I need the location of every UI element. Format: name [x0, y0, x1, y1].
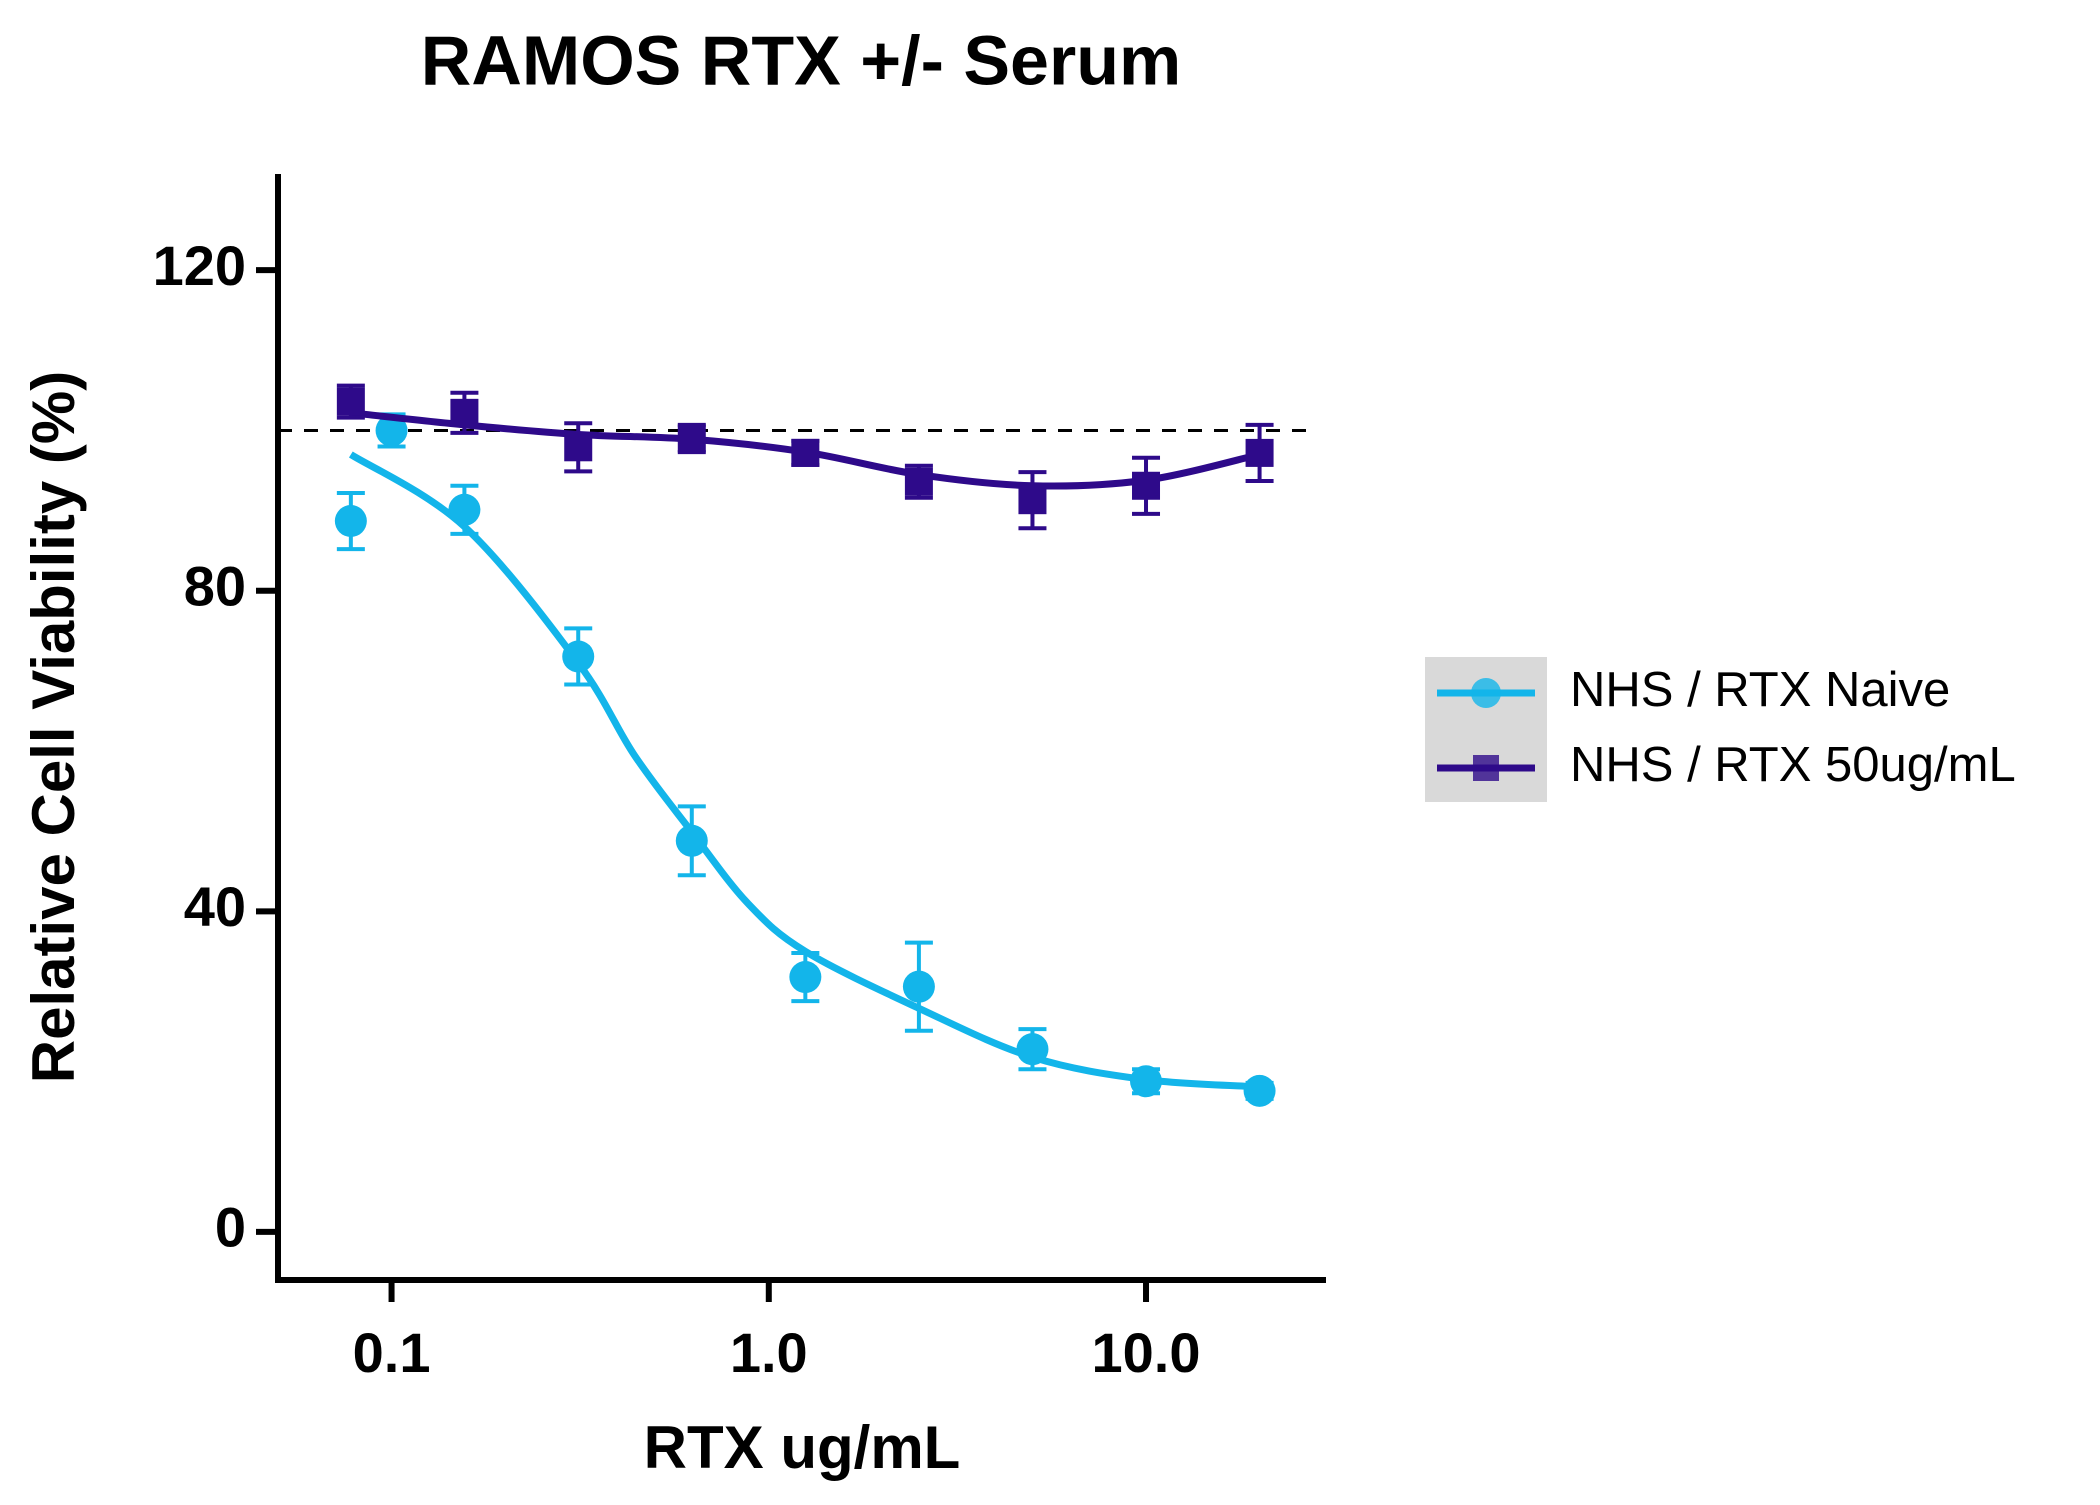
x-tick-label: 0.1: [353, 1321, 431, 1384]
data-point: [1016, 1033, 1049, 1066]
y-tick-label: 0: [215, 1196, 246, 1259]
data-point: [904, 467, 933, 496]
data-point: [564, 433, 593, 462]
chart-title: RAMOS RTX +/- Serum: [421, 21, 1181, 99]
data-point: [1243, 1074, 1276, 1107]
fit-curve: [348, 451, 1260, 1091]
data-point: [1245, 438, 1274, 467]
data-point: [902, 970, 935, 1003]
data-point: [375, 414, 408, 447]
data-point: [334, 505, 367, 538]
data-point: [450, 398, 479, 427]
x-axis-label: RTX ug/mL: [644, 1414, 961, 1481]
legend-label: NHS / RTX 50ug/mL: [1570, 738, 2016, 792]
data-point: [675, 824, 708, 857]
legend-marker: [1473, 755, 1499, 781]
data-point: [1130, 1065, 1163, 1098]
x-tick-label: 1.0: [730, 1321, 808, 1384]
y-axis-label: Relative Cell Viability (%): [20, 371, 87, 1083]
data-point: [562, 640, 595, 673]
data-point: [677, 424, 706, 453]
legend-label: NHS / RTX Naive: [1570, 663, 1950, 717]
data-point: [1018, 486, 1047, 515]
y-tick-label: 80: [184, 555, 246, 618]
data-point: [791, 438, 820, 467]
y-tick-label: 40: [184, 875, 246, 938]
legend-marker: [1471, 678, 1501, 708]
data-point: [1132, 471, 1161, 500]
y-tick-label: 120: [153, 234, 246, 297]
data-point: [448, 493, 481, 526]
x-tick-label: 10.0: [1092, 1321, 1201, 1384]
data-point: [789, 961, 822, 994]
data-point: [336, 387, 365, 416]
